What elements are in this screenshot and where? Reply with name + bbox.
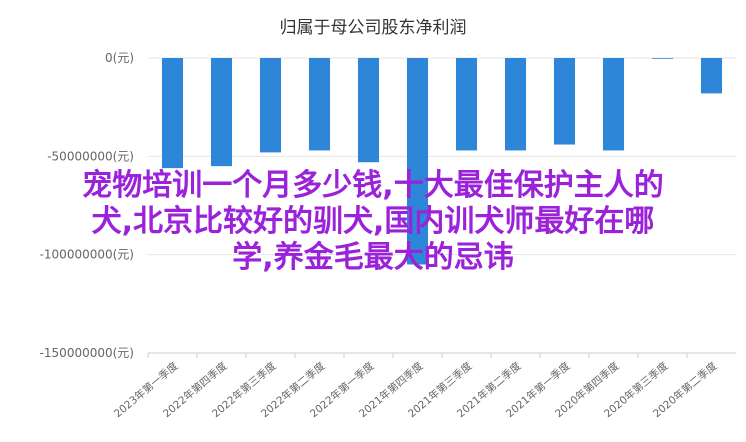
overlay-line-1: 宠物培训一个月多少钱,十大最佳保护主人的 [82,168,664,203]
bar [602,58,625,151]
bar [700,58,723,94]
y-tick-label: -100000000(元) [40,248,134,262]
bars [161,58,723,265]
overlay-line-3: 学,养金毛最大的忌讳 [232,240,514,275]
chart-title: 归属于母公司股东净利润 [280,18,467,38]
overlay-watermark-text: 宠物培训一个月多少钱,十大最佳保护主人的 犬,北京比较好的驯犬,国内训犬师最好在… [0,168,746,276]
bar [455,58,478,151]
overlay-line-2: 犬,北京比较好的驯犬,国内训犬师最好在哪 [91,204,655,239]
y-axis-tick-labels: 0(元) -50000000(元) -100000000(元) -150000000(… [40,51,134,360]
y-tick-label: 0(元) [105,51,134,65]
y-tick-label: -50000000(元) [47,149,134,163]
bar [406,58,429,265]
bar [210,58,233,167]
bar [651,58,674,59]
bar [161,58,184,169]
bar [357,58,380,163]
bar [308,58,331,151]
bar [259,58,282,153]
x-axis-tick-labels: 2023年第一季度2022年第四季度2022年第三季度2022年第二季度2022… [111,359,719,420]
y-tick-label: -150000000(元) [40,346,134,360]
bar [504,58,527,151]
gridlines [147,57,736,358]
bar [553,58,576,145]
